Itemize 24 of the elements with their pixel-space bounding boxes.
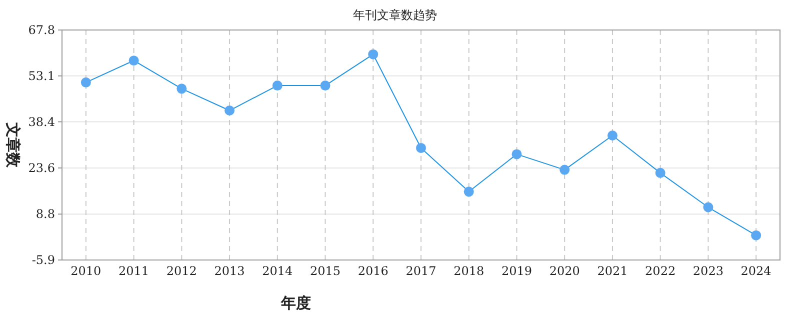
- x-tick-label: 2016: [358, 264, 388, 278]
- x-tick-label: 2017: [406, 264, 436, 278]
- x-tick-label: 2014: [262, 264, 294, 278]
- x-tick-label: 2020: [549, 264, 580, 278]
- y-tick-label: 38.4: [28, 114, 56, 129]
- x-tick-label: 2011: [118, 264, 150, 278]
- y-tick-label: 8.8: [36, 207, 55, 222]
- x-tick-label: 2012: [166, 264, 197, 278]
- x-tick-label: 2013: [214, 264, 245, 278]
- x-tick-label: 2019: [501, 264, 532, 278]
- y-axis-title: 文章数: [4, 122, 22, 168]
- x-tick-label: 2023: [692, 264, 724, 278]
- x-tick-label: 2010: [70, 264, 102, 278]
- y-tick-label: 23.6: [28, 160, 55, 175]
- x-tick-label: 2024: [740, 264, 772, 278]
- x-tick-label: 2021: [597, 264, 628, 278]
- y-tick-label: 67.8: [28, 23, 55, 37]
- y-tick-label: 53.1: [28, 68, 55, 83]
- x-tick-label: 2015: [310, 264, 341, 278]
- y-tick-label: -5.9: [32, 253, 55, 267]
- x-axis-title: 年度: [280, 294, 311, 312]
- x-tick-label: 2022: [645, 264, 676, 278]
- x-tick-label: 2018: [454, 264, 484, 278]
- chart-title: 年刊文章数趋势: [353, 8, 437, 22]
